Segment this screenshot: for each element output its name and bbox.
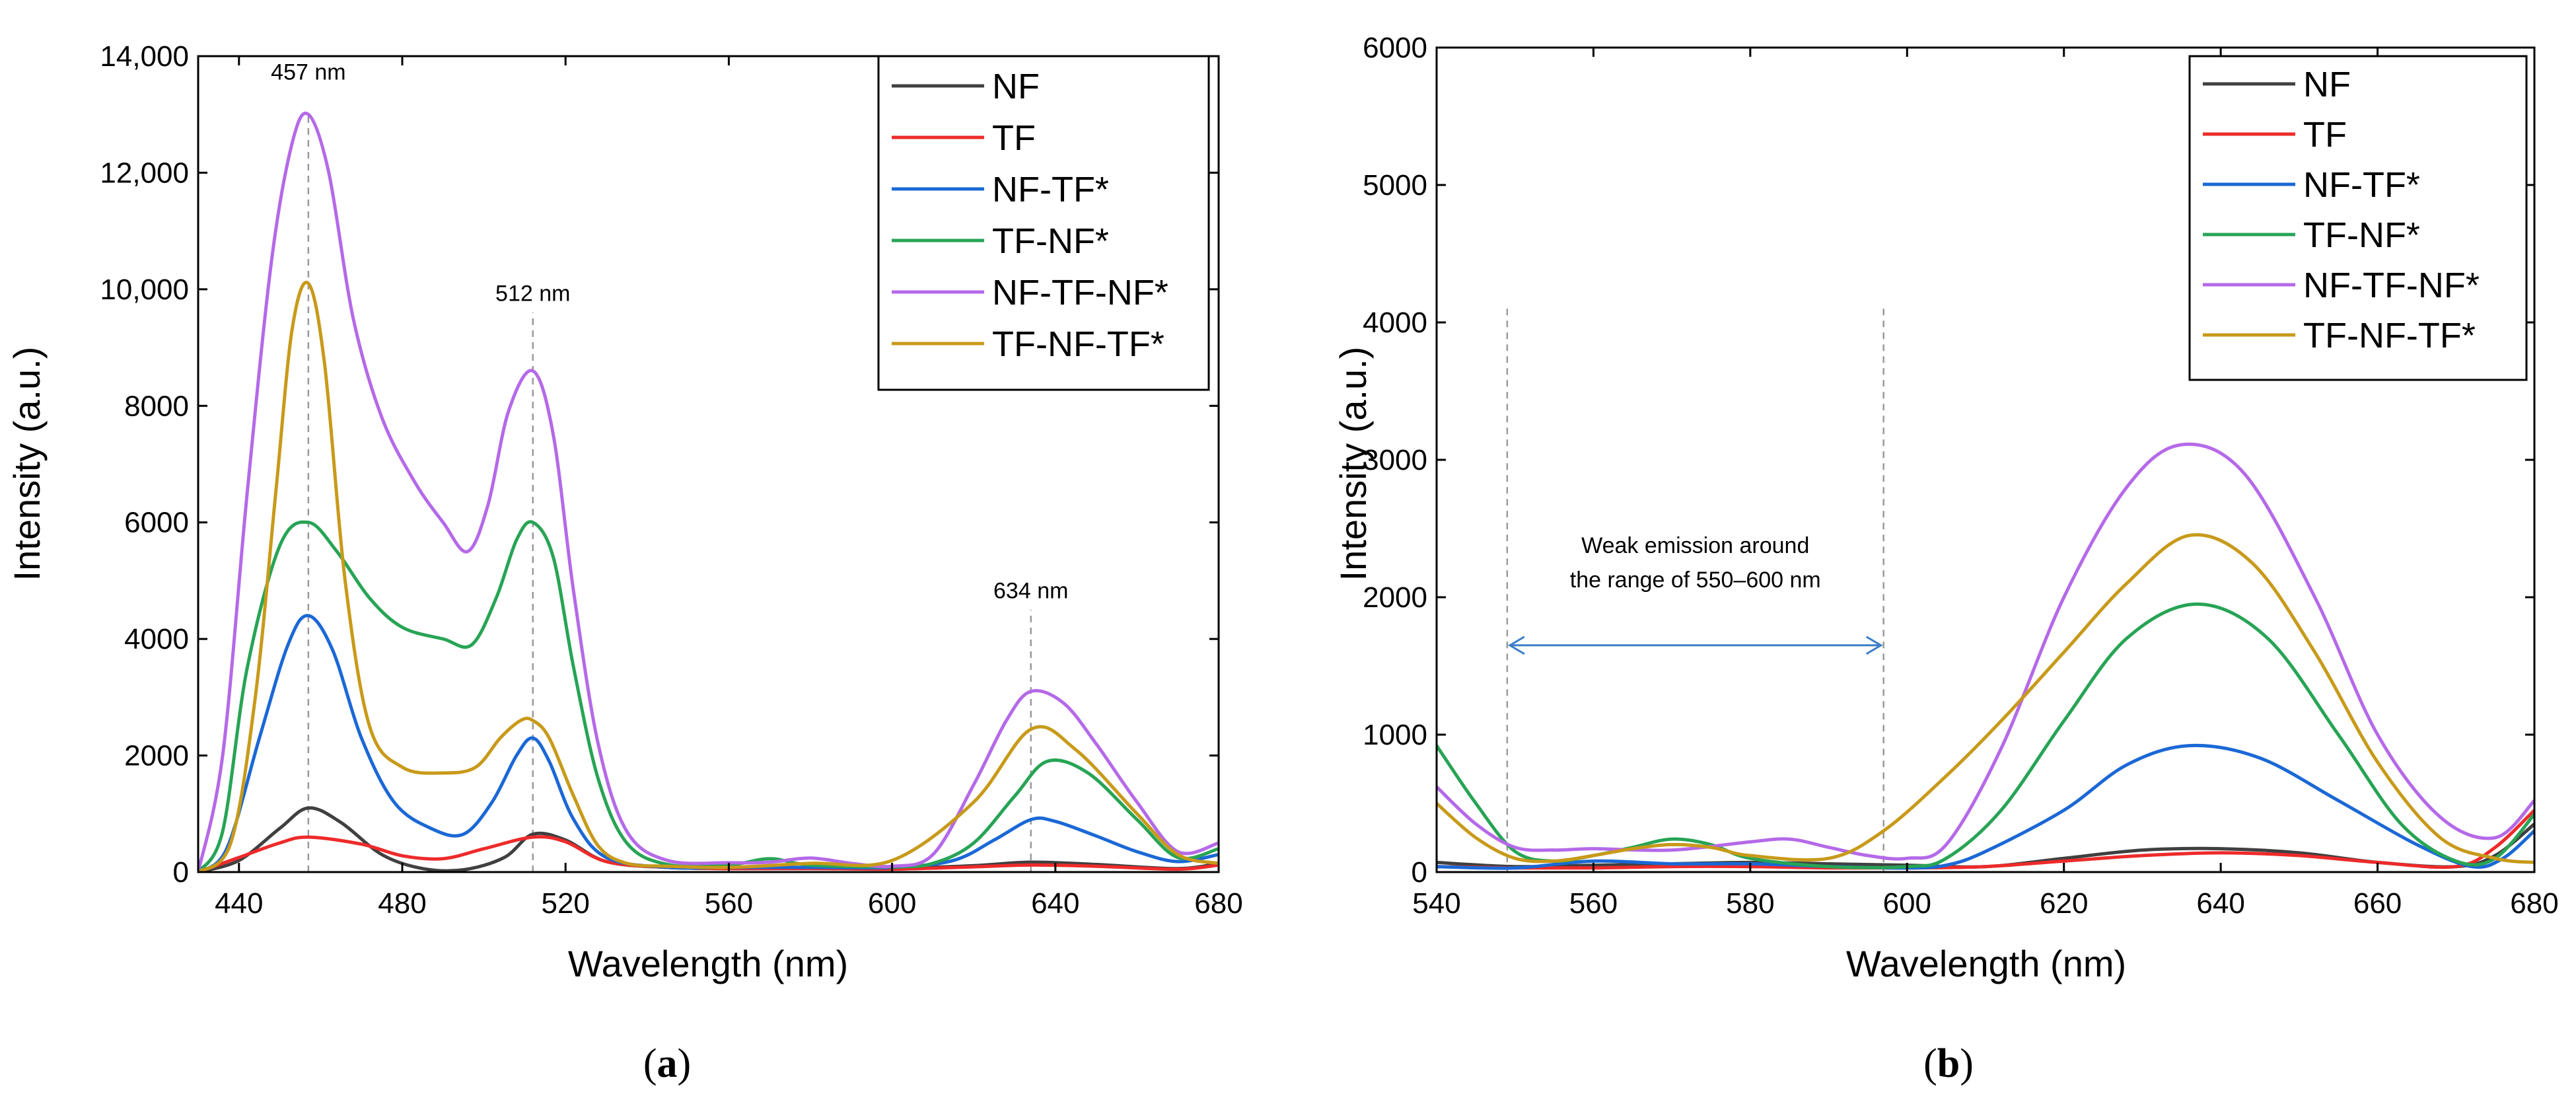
- legend-box: [2188, 55, 2528, 381]
- y-axis-title: Intensity (a.u.): [1332, 347, 1374, 581]
- y-tick-label: 0: [1412, 856, 1427, 889]
- series-line-tf: [1437, 808, 2534, 870]
- y-tick-label: 3000: [1363, 444, 1427, 476]
- chart-b: Weak emission around the range of 550–600…: [1332, 32, 2559, 1086]
- x-tick-label: 480: [378, 887, 426, 920]
- legend-label: NF-TF*: [2303, 165, 2420, 205]
- range-annotation-line-1: the range of 550–600 nm: [1570, 568, 1821, 593]
- legend-label: NF-TF-NF*: [992, 273, 1168, 312]
- legend: NF TF NF-TF* TF-NF* NF-TF-NF* TF-NF-TF*: [2188, 55, 2528, 381]
- series-line-tf-nf-: [198, 520, 1219, 872]
- x-tick-label: 600: [868, 887, 916, 920]
- legend-label: NF: [2303, 65, 2351, 104]
- y-tick-label: 1000: [1363, 719, 1427, 751]
- x-tick-label: 560: [705, 887, 753, 920]
- panel-label-paren: ): [678, 1041, 692, 1086]
- series-group: [1437, 442, 2534, 870]
- y-tick-label: 2000: [1363, 581, 1427, 614]
- x-tick-label: 680: [1194, 887, 1242, 920]
- x-tick-label: 560: [1569, 887, 1618, 920]
- series-line-nf-tf-: [1437, 743, 2534, 870]
- x-tick-label: 680: [2510, 887, 2558, 920]
- y-tick-label: 10,000: [100, 274, 189, 306]
- series-group: [198, 112, 1219, 872]
- series-line-nf-tf-: [198, 614, 1219, 872]
- range-arrow-left-head: [1507, 636, 1525, 655]
- x-tick-label: 580: [1726, 887, 1774, 920]
- x-tick-label: 660: [2353, 887, 2402, 920]
- x-tick-label: 620: [2040, 887, 2088, 920]
- legend-label: TF-NF*: [992, 221, 1109, 261]
- legend-label: TF: [2303, 115, 2347, 155]
- y-tick-label: 14,000: [100, 40, 189, 73]
- legend: NF TF NF-TF* TF-NF* NF-TF-NF* TF-NF-TF*: [877, 55, 1210, 391]
- y-tick-label: 8000: [124, 390, 189, 422]
- legend-label: NF-TF-NF*: [2303, 266, 2480, 305]
- panel-label-paren: (: [643, 1041, 657, 1086]
- legend-label: TF: [992, 118, 1036, 158]
- y-tick-label: 2000: [124, 740, 189, 772]
- panel-label-letter: a: [657, 1041, 678, 1086]
- x-axis-title: Wavelength (nm): [1846, 943, 2126, 984]
- x-tick-label: 640: [1031, 887, 1079, 920]
- peak-label-0: 457 nm: [271, 59, 345, 85]
- legend-label: TF-NF-TF*: [2303, 316, 2476, 355]
- y-tick-label: 4000: [124, 623, 189, 655]
- y-tick-label: 0: [173, 856, 189, 889]
- plot-frame: [197, 55, 1220, 873]
- legend-label: TF-NF*: [2303, 215, 2420, 255]
- series-line-nf-tf-nf-: [198, 112, 1219, 872]
- series-line-nf-tf-nf-: [1437, 442, 2534, 861]
- y-axis-title: Intensity (a.u.): [6, 347, 48, 581]
- legend-label: NF-TF*: [992, 170, 1109, 209]
- peak-label-1: 512 nm: [495, 281, 570, 307]
- legend-label: TF-NF-TF*: [992, 324, 1164, 364]
- range-annotation-line-0: Weak emission around: [1581, 533, 1809, 558]
- panel-label: (b): [1923, 1041, 1974, 1086]
- x-tick-label: 520: [541, 887, 589, 920]
- peak-label-2: 634 nm: [993, 578, 1068, 603]
- panel-label-paren: ): [1960, 1041, 1974, 1086]
- series-line-tf-nf-tf-: [198, 280, 1219, 872]
- x-tick-label: 600: [1883, 887, 1931, 920]
- y-tick-label: 12,000: [100, 157, 189, 189]
- legend-box: [877, 55, 1210, 391]
- x-axis-title: Wavelength (nm): [568, 943, 848, 984]
- y-tick-label: 4000: [1363, 307, 1427, 339]
- y-tick-label: 6000: [1363, 32, 1427, 64]
- y-tick-label: 5000: [1363, 169, 1427, 202]
- chart-a: 457 nm 512 nm 634 nm 440 480 520 560 600 640 680 0…: [6, 40, 1243, 1086]
- panel-label: (a): [643, 1041, 691, 1086]
- series-line-tf-nf-tf-: [1437, 533, 2534, 864]
- panel-label-paren: (: [1923, 1041, 1937, 1086]
- series-line-tf: [198, 835, 1219, 872]
- legend-label: NF: [992, 67, 1040, 106]
- panel-label-letter: b: [1937, 1041, 1960, 1086]
- x-tick-label: 640: [2196, 887, 2244, 920]
- range-arrow-right-head: [1865, 636, 1883, 655]
- y-tick-label: 6000: [124, 507, 189, 539]
- x-tick-label: 440: [215, 887, 263, 920]
- x-tick-label: 540: [1412, 887, 1460, 920]
